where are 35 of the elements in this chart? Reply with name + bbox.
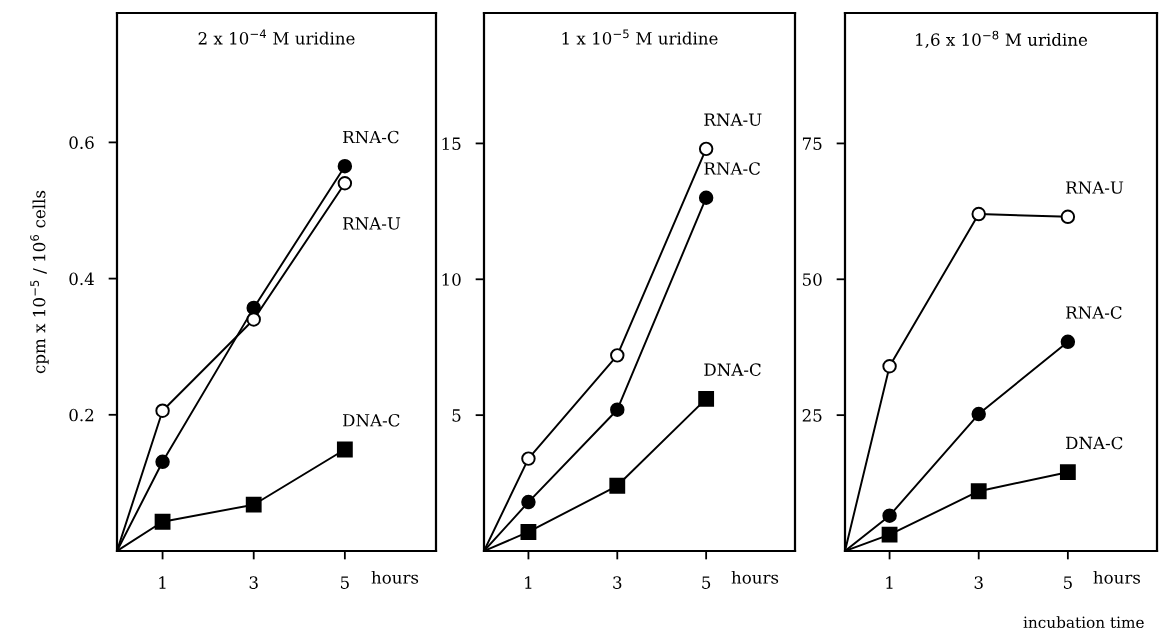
x-tick-label: 1 xyxy=(159,576,166,589)
series-label: RNA-U xyxy=(1066,181,1124,194)
x-tick-label: 1 xyxy=(886,576,893,589)
x-tick-label: 5 xyxy=(1063,576,1072,589)
text: incubation time xyxy=(1023,616,1144,629)
x-tick-label: 1 xyxy=(525,576,532,589)
x-tick-label: 3 xyxy=(974,576,983,589)
text: 1 x 10$^{−5}$ M uridine xyxy=(562,29,718,45)
y-tick-label: 15 xyxy=(442,137,461,150)
x-tick-label: 5 xyxy=(702,576,711,589)
x-tick-label: 3 xyxy=(249,576,258,589)
series-label: RNA-C xyxy=(704,162,760,175)
y-tick-label: 5 xyxy=(452,409,461,422)
x-axis-title: hours xyxy=(731,570,779,584)
series-label: DNA-C xyxy=(704,363,761,376)
series-label: RNA-U xyxy=(704,113,762,126)
y-tick-label: 75 xyxy=(802,137,822,150)
series-label: DNA-C xyxy=(343,413,400,427)
y-axis-title: cpm x 10$^{−5}$ / 10$^{6}$ cells xyxy=(30,190,49,374)
y-tick-label: 0.6 xyxy=(69,136,94,149)
x-tick-label: 3 xyxy=(613,576,622,589)
series-label: RNA-C xyxy=(343,130,399,144)
text: 2 x 10$^{−4}$ M uridine xyxy=(198,29,355,45)
x-tick-label: 5 xyxy=(340,576,349,589)
x-axis-title: hours xyxy=(1093,570,1141,584)
series-label: RNA-U xyxy=(343,217,401,230)
text: 1,6 x 10$^{−8}$ M uridine xyxy=(916,30,1088,49)
y-tick-label: 10 xyxy=(442,273,461,286)
x-axis-title: hours xyxy=(371,570,419,584)
series-label: DNA-C xyxy=(1066,436,1123,450)
series-label: RNA-C xyxy=(1066,306,1122,319)
y-tick-label: 50 xyxy=(802,273,822,286)
y-tick-label: 25 xyxy=(802,409,822,422)
y-tick-label: 0.2 xyxy=(69,408,94,422)
y-tick-label: 0.4 xyxy=(69,272,94,286)
